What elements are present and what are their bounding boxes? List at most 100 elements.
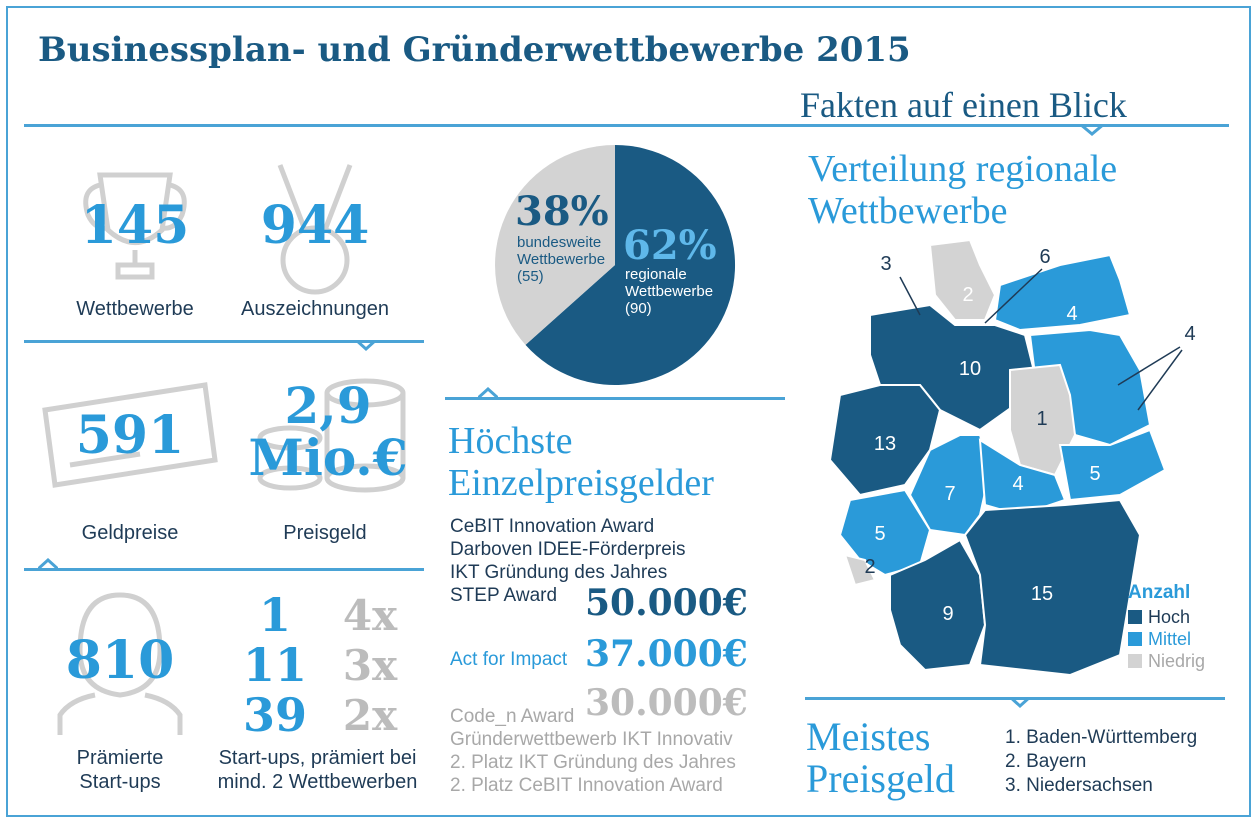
multi-award-row: 39 2x: [225, 688, 425, 742]
tier3-item: Gründerwettbewerb IKT Innovativ: [450, 729, 733, 750]
infographic-frame: [6, 6, 1251, 817]
awards-label: Auszeichnungen: [241, 298, 389, 320]
divider-notch: [38, 558, 58, 570]
multi-award-label-line1: Start-ups, prämiert bei: [218, 747, 417, 769]
multi-award-table: 1 4x 11 3x 39 2x: [225, 588, 425, 742]
region-value-hb: 6: [1039, 246, 1050, 268]
region-baden-wuerttemberg: [889, 538, 987, 672]
top-prizes-heading: Höchste Einzelpreisgelder: [448, 420, 714, 504]
cheque-icon: [42, 382, 218, 488]
legend-swatch: [1128, 610, 1142, 624]
tier3-amount: 30.000€: [585, 682, 748, 724]
multi-award-label-line2: mind. 2 Wettbewerben: [217, 771, 418, 793]
startups-value: 810: [65, 630, 175, 691]
region-value-by: 15: [1031, 583, 1053, 605]
region-thueringen: [978, 438, 1067, 517]
region-value-sh: 2: [962, 284, 973, 306]
prize-money-label: Preisgeld: [283, 522, 367, 544]
national-label: bundesweite Wettbewerbe (55): [517, 234, 605, 285]
right-divider: [805, 697, 1225, 700]
multi-award-times: 2x: [342, 690, 398, 740]
legend-label: Hoch: [1148, 606, 1191, 627]
region-sachsen: [1058, 428, 1167, 502]
region-schleswig-holstein: [928, 238, 997, 321]
regional-label-line1: regionale: [625, 266, 687, 283]
region-value-nw: 13: [874, 433, 896, 455]
map-heading: Verteilung regionale Wettbewerbe: [808, 148, 1117, 232]
top-prizes-heading-line1: Höchste: [448, 420, 573, 462]
ranking-item: 3. Niedersachsen: [1005, 775, 1153, 796]
tier1-item: CeBIT Innovation Award: [450, 516, 655, 537]
regional-pct: 62%: [623, 222, 717, 269]
divider-notch: [1010, 697, 1030, 709]
multi-award-count: 1: [258, 588, 291, 642]
legend-item-medium: Mittel: [1128, 628, 1205, 650]
most-prize-heading: Meistes Preisgeld: [806, 716, 955, 800]
multi-award-count: 39: [242, 688, 307, 742]
medal-icon: [277, 164, 353, 295]
awards-value: 944: [260, 195, 370, 256]
tier1-item: IKT Gründung des Jahres: [450, 562, 668, 583]
legend-label: Mittel: [1148, 628, 1192, 649]
multi-award-label: Start-ups, prämiert bei mind. 2 Wettbewe…: [205, 746, 430, 794]
prize-money-value: 2,9: [284, 376, 372, 435]
pie-slice-national: [495, 145, 615, 345]
startups-label-line1: Prämierte: [76, 747, 164, 769]
map-heading-line1: Verteilung regionale: [808, 148, 1118, 190]
region-bayern: [963, 498, 1142, 677]
multi-award-count: 11: [242, 638, 307, 692]
regional-count: (90): [625, 300, 652, 317]
region-value-mv: 4: [1066, 303, 1077, 325]
region-value-sn: 5: [1089, 463, 1100, 485]
national-vs-regional-pie: [495, 145, 736, 385]
national-label-line1: bundesweite: [517, 234, 602, 251]
tier3-item: 2. Platz CeBIT Innovation Award: [450, 775, 723, 796]
divider-notch: [356, 340, 376, 352]
trophy-icon: [83, 172, 187, 280]
region-value-he: 7: [944, 483, 955, 505]
germany-map: 2 3 4 6 10 4 1 13 7 4 5 5 2 9 15: [828, 238, 1196, 677]
person-icon: [57, 592, 183, 735]
left-divider-1: [24, 340, 424, 343]
tier2-amount: 37.000€: [585, 633, 748, 675]
ranking-item: 1. Baden-Württemberg: [1005, 727, 1198, 748]
national-label-line2: Wettbewerbe: [517, 251, 606, 268]
startups-label-line2: Start-ups: [79, 771, 161, 793]
legend-item-low: Niedrig: [1128, 650, 1205, 672]
callout-line: [1117, 346, 1181, 386]
ranking-item: 2. Bayern: [1005, 751, 1087, 772]
map-legend: Anzahl Hoch Mittel Niedrig: [1128, 582, 1205, 672]
page-title: Businessplan- und Gründerwettbewerbe 201…: [38, 30, 911, 70]
startups-label: Prämierte Start-ups: [45, 746, 195, 794]
region-value-rp: 5: [874, 523, 885, 545]
region-value-bb: 4: [1184, 323, 1195, 345]
tier1-list: CeBIT Innovation Award Darboven IDEE-För…: [450, 515, 685, 607]
cash-prizes-label: Geldpreise: [81, 522, 179, 544]
region-value-hh: 3: [880, 253, 891, 275]
region-value-bw: 9: [942, 603, 953, 625]
divider-notch: [1080, 124, 1104, 136]
competitions-value: 145: [80, 195, 190, 256]
callout-line: [1137, 349, 1183, 411]
regional-label-line2: Wettbewerbe: [625, 283, 714, 300]
tier2-item: Act for Impact: [450, 649, 568, 670]
national-pct: 38%: [515, 188, 609, 235]
callout-line: [899, 276, 921, 316]
region-value-st: 1: [1036, 408, 1047, 430]
left-divider-2: [24, 568, 424, 571]
region-mecklenburg-vorpommern: [993, 253, 1132, 332]
tier1-item: Darboven IDEE-Förderpreis: [450, 539, 686, 560]
header-divider: [24, 124, 1229, 127]
callout-line: [984, 268, 1043, 324]
coins-icon: [257, 378, 406, 493]
regional-label: regionale Wettbewerbe (90): [625, 266, 713, 317]
multi-award-times: 4x: [342, 590, 398, 640]
most-prize-heading-line1: Meistes: [806, 714, 931, 759]
tier1-item: STEP Award: [450, 585, 558, 606]
pie-slice-regional: [525, 145, 736, 385]
multi-award-times: 3x: [342, 640, 398, 690]
region-value-th: 4: [1012, 473, 1023, 495]
region-saarland: [843, 553, 877, 587]
cash-prizes-value: 591: [75, 405, 185, 466]
most-prize-heading-line2: Preisgeld: [806, 756, 955, 801]
